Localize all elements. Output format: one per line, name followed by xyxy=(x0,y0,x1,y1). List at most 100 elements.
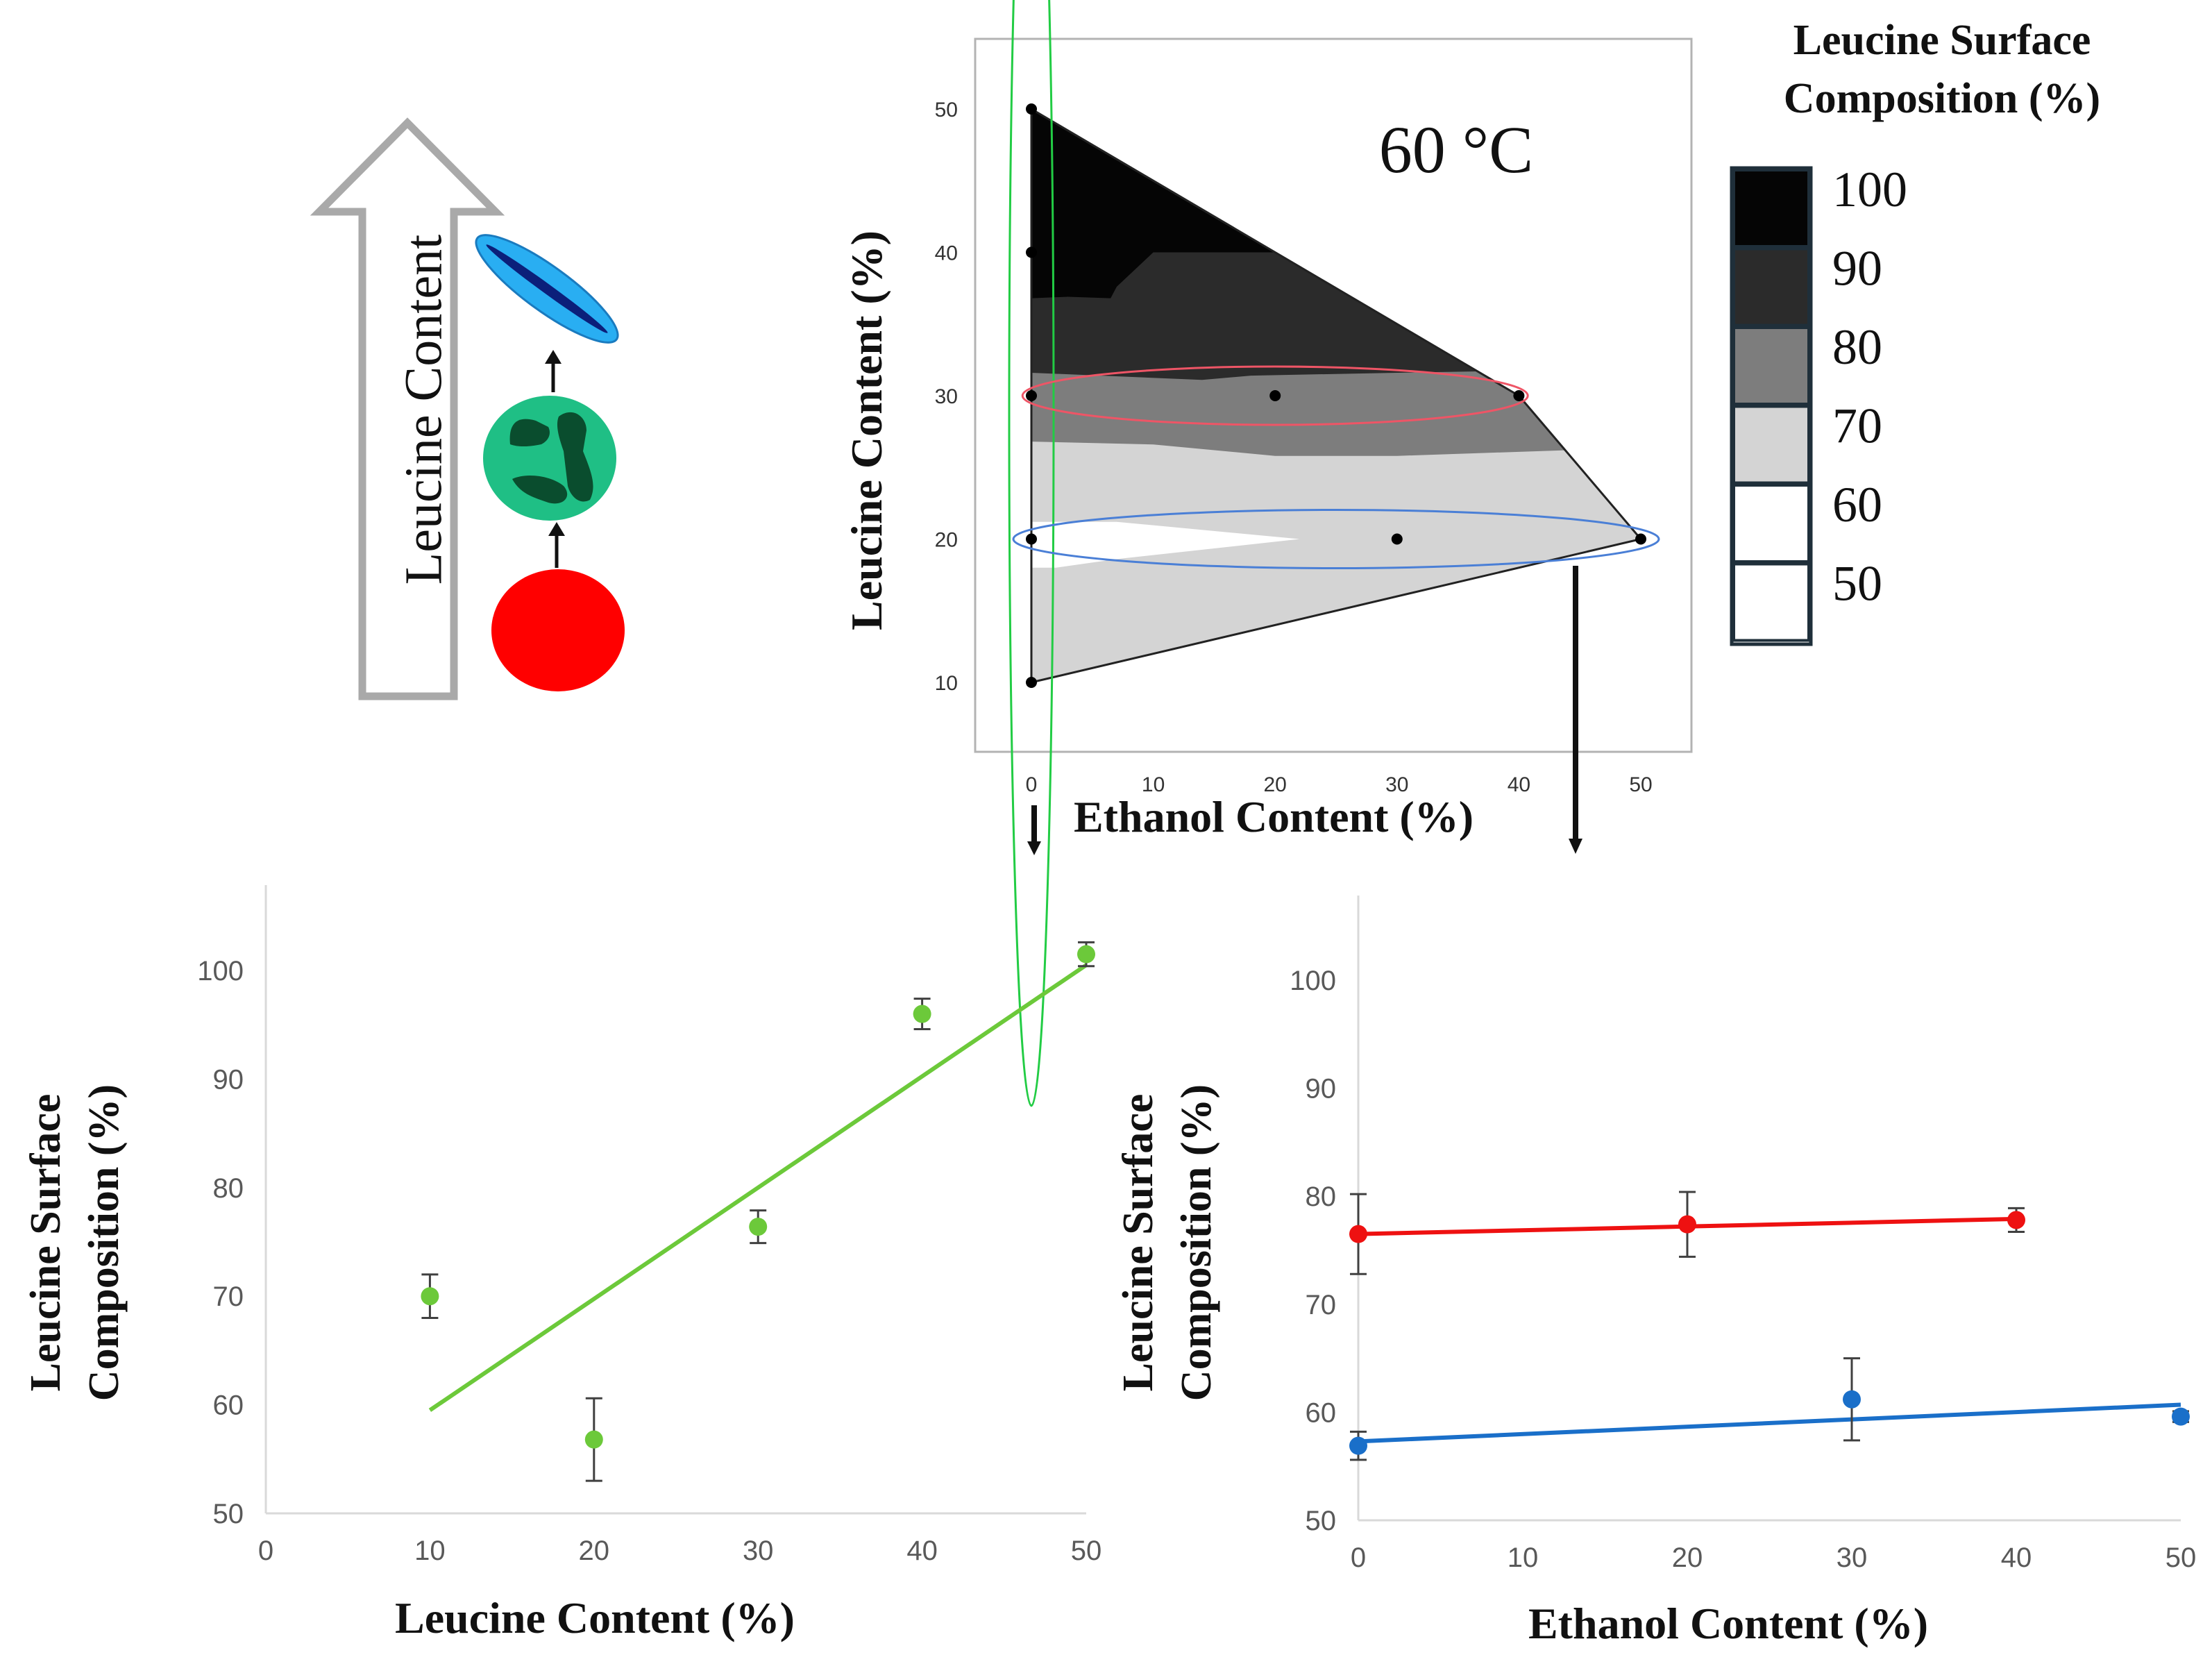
x-tick-label: 50 xyxy=(1071,1536,1102,1566)
data-point xyxy=(913,1005,931,1023)
left-chart-y-label-line2: Composition (%) xyxy=(81,1084,128,1401)
x-tick-label: 10 xyxy=(1508,1543,1539,1573)
legend-label: 50 xyxy=(1832,556,1882,612)
small-arrowhead-icon xyxy=(548,522,565,536)
contour-y-axis-label: Leucine Content (%) xyxy=(842,230,891,630)
right-chart-y-label-line1: Leucine Surface xyxy=(1115,1094,1162,1392)
x-tick-label: 30 xyxy=(743,1536,774,1566)
link-arrowhead-left xyxy=(1027,841,1041,855)
y-tick-label: 80 xyxy=(1306,1182,1337,1212)
data-point xyxy=(1678,1215,1696,1234)
contour-title: 60 °C xyxy=(1379,112,1533,187)
y-tick-label: 60 xyxy=(213,1390,244,1421)
data-point xyxy=(584,1430,603,1449)
x-tick-label: 40 xyxy=(2001,1543,2032,1573)
ellipse-leucine-30 xyxy=(1021,365,1529,426)
x-tick-label: 10 xyxy=(414,1536,446,1566)
x-tick-label: 20 xyxy=(579,1536,610,1566)
trend-line xyxy=(1358,1402,2181,1444)
y-tick-label: 60 xyxy=(1306,1397,1337,1428)
legend-label: 80 xyxy=(1832,319,1882,375)
y-tick-label: 90 xyxy=(1306,1074,1337,1104)
arrow-label: Leucine Content xyxy=(394,235,453,585)
legend-swatch xyxy=(1732,247,1810,327)
y-tick-label: 10 xyxy=(935,672,958,695)
y-tick-label: 50 xyxy=(935,99,958,121)
link-arrowhead-right xyxy=(1569,839,1582,854)
data-point xyxy=(2007,1211,2025,1229)
y-tick-label: 90 xyxy=(213,1064,244,1095)
legend-swatch xyxy=(1732,326,1810,405)
y-tick-label: 50 xyxy=(1306,1506,1337,1536)
ellipse-ethanol-0 xyxy=(1008,0,1055,1107)
y-tick-label: 40 xyxy=(935,242,958,265)
particle-spherical xyxy=(491,569,625,691)
y-tick-label: 100 xyxy=(1290,966,1336,996)
right-chart-y-label-line2: Composition (%) xyxy=(1173,1084,1220,1401)
legend-label: 90 xyxy=(1832,241,1882,296)
x-tick-label: 0 xyxy=(258,1536,273,1566)
x-tick-label: 40 xyxy=(1508,773,1530,796)
left-chart-y-label-line1: Leucine Surface xyxy=(22,1094,69,1392)
design-point xyxy=(1026,677,1037,688)
y-tick-label: 70 xyxy=(213,1281,244,1312)
data-point xyxy=(1843,1390,1861,1409)
data-point xyxy=(1077,945,1095,964)
y-tick-label: 20 xyxy=(935,529,958,552)
data-point xyxy=(749,1218,768,1236)
data-point xyxy=(1349,1225,1367,1243)
design-point xyxy=(1026,533,1037,545)
x-tick-label: 40 xyxy=(906,1536,938,1566)
ethanol-scatter-chart: 0 10 20 30 40 50 50 60 70 80 90 100 Ethanol Content… xyxy=(1115,896,2196,1648)
legend-title-line2: Composition (%) xyxy=(1784,75,2100,122)
data-point xyxy=(2172,1407,2190,1426)
x-tick-labels: 0 10 20 30 40 50 xyxy=(1026,773,1653,796)
legend-swatch xyxy=(1732,169,1810,248)
x-tick-label: 0 xyxy=(1351,1543,1366,1573)
legend-swatch xyxy=(1732,405,1810,485)
design-point xyxy=(1269,390,1281,401)
particle-needle-core xyxy=(486,244,608,333)
design-point xyxy=(1513,390,1525,401)
contour-legend: Leucine Surface Composition (%) 100 90 80 7… xyxy=(1730,17,2100,646)
design-point xyxy=(1026,103,1037,115)
highlight-ellipses xyxy=(1008,0,1660,1107)
legend-label: 100 xyxy=(1832,162,1907,217)
small-arrowhead-icon xyxy=(545,350,562,364)
legend-title-line1: Leucine Surface xyxy=(1793,17,2091,64)
design-point xyxy=(1635,533,1646,545)
x-tick-label: 20 xyxy=(1264,773,1287,796)
particle-wrinkle-fold xyxy=(509,419,550,447)
x-tick-label: 30 xyxy=(1837,1543,1868,1573)
right-chart-x-axis-label: Ethanol Content (%) xyxy=(1528,1599,1928,1648)
left-chart-x-axis-label: Leucine Content (%) xyxy=(395,1593,795,1642)
y-tick-label: 100 xyxy=(197,956,244,986)
x-tick-label: 50 xyxy=(2165,1543,2197,1573)
particle-wrinkle-fold xyxy=(557,412,593,502)
x-tick-label: 10 xyxy=(1142,773,1165,796)
design-points xyxy=(1026,103,1646,688)
y-tick-label: 30 xyxy=(935,385,958,408)
data-point xyxy=(421,1287,439,1306)
leucine-scatter-chart: 0 10 20 30 40 50 50 60 70 80 90 100 Leucine Content… xyxy=(22,885,1101,1642)
x-tick-label: 20 xyxy=(1672,1543,1703,1573)
schematic-panel: Leucine Content xyxy=(310,117,625,700)
y-tick-label: 70 xyxy=(1306,1290,1337,1320)
legend-swatch xyxy=(1732,484,1810,563)
legend-swatch xyxy=(1732,562,1810,642)
y-tick-label: 50 xyxy=(213,1499,244,1529)
trend-line xyxy=(428,963,1088,1412)
data-point xyxy=(1349,1436,1367,1455)
contour-chart: 0 10 20 30 40 50 10 20 30 40 50 60 °C Ethanol Con… xyxy=(842,0,1693,1107)
x-tick-label: 50 xyxy=(1629,773,1652,796)
contour-x-axis-label: Ethanol Content (%) xyxy=(1074,792,1474,841)
leucine-up-arrow xyxy=(310,117,505,700)
ellipse-leucine-20 xyxy=(1012,509,1660,569)
x-tick-label: 30 xyxy=(1385,773,1408,796)
design-point xyxy=(1391,533,1403,545)
x-tick-label: 0 xyxy=(1026,773,1038,796)
legend-label: 70 xyxy=(1832,398,1882,454)
y-tick-label: 80 xyxy=(213,1173,244,1204)
legend-label: 60 xyxy=(1832,477,1882,532)
